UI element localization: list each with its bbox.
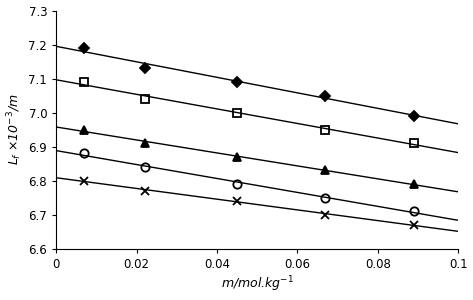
Y-axis label: $L_f$ ×10$^{-3}$/m: $L_f$ ×10$^{-3}$/m (6, 94, 24, 165)
X-axis label: $m$/mol.kg$^{-1}$: $m$/mol.kg$^{-1}$ (221, 275, 294, 294)
